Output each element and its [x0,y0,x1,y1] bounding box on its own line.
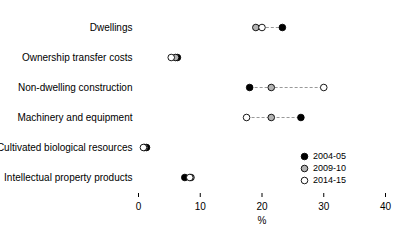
svg-text:Machinery and equipment: Machinery and equipment [17,112,132,123]
svg-text:Non-dwelling construction: Non-dwelling construction [18,82,133,93]
svg-text:Dwellings: Dwellings [90,22,133,33]
svg-text:Cultivated biological resource: Cultivated biological resources [0,142,133,153]
svg-text:30: 30 [318,201,330,212]
svg-text:40: 40 [380,201,392,212]
svg-text:0: 0 [136,201,142,212]
svg-text:Ownership transfer costs: Ownership transfer costs [22,52,133,63]
svg-text:Intellectual property products: Intellectual property products [4,172,132,183]
svg-text:%: % [258,215,267,226]
svg-text:20: 20 [256,201,268,212]
html-text:2009-10: 2009-10 [313,163,346,173]
html-text:2004-05: 2004-05 [313,151,346,161]
html-text:2014-15: 2014-15 [313,175,346,185]
svg-text:10: 10 [195,201,207,212]
